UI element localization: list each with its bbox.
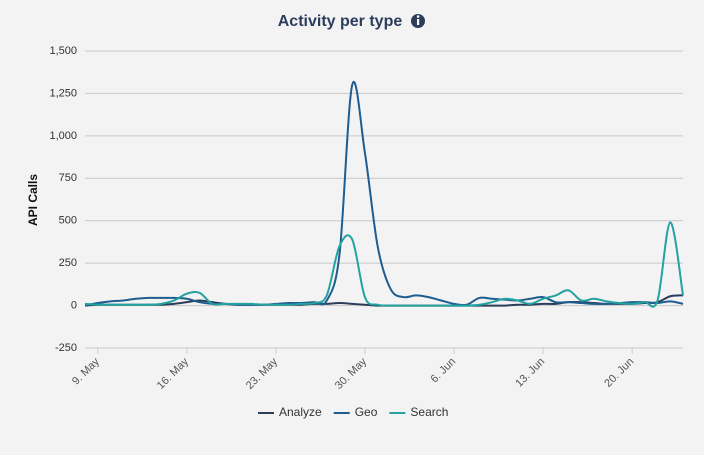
y-tick-label: 1,250: [49, 87, 77, 99]
x-tick-label: 23. May: [244, 355, 281, 392]
x-tick-label: 16. May: [155, 355, 192, 392]
series-line: [84, 221, 684, 308]
legend-label: Geo: [355, 405, 378, 419]
y-tick-label: 500: [59, 215, 77, 227]
x-tick-label: 9. May: [70, 355, 102, 387]
x-tick-label: 30. May: [333, 355, 370, 392]
y-tick-label: -250: [55, 342, 77, 354]
y-tick-label: 1,500: [49, 45, 77, 57]
series-line: [84, 81, 684, 307]
chart-title: Activity per type: [278, 13, 403, 30]
x-tick-label: 20. Jun: [602, 356, 636, 390]
legend: Analyze Geo Search: [258, 405, 448, 419]
y-axis-label: API Calls: [26, 174, 40, 226]
y-tick-label: 1,000: [49, 130, 77, 142]
x-tick-label: 6. Jun: [428, 356, 458, 386]
x-tick-label: 13. Jun: [513, 356, 547, 390]
y-tick-label: 250: [59, 257, 77, 269]
info-icon[interactable]: [411, 14, 425, 28]
y-tick-label: 750: [59, 172, 77, 184]
legend-label: Search: [410, 405, 448, 419]
legend-label: Analyze: [279, 405, 322, 419]
y-tick-label: 0: [71, 299, 77, 311]
